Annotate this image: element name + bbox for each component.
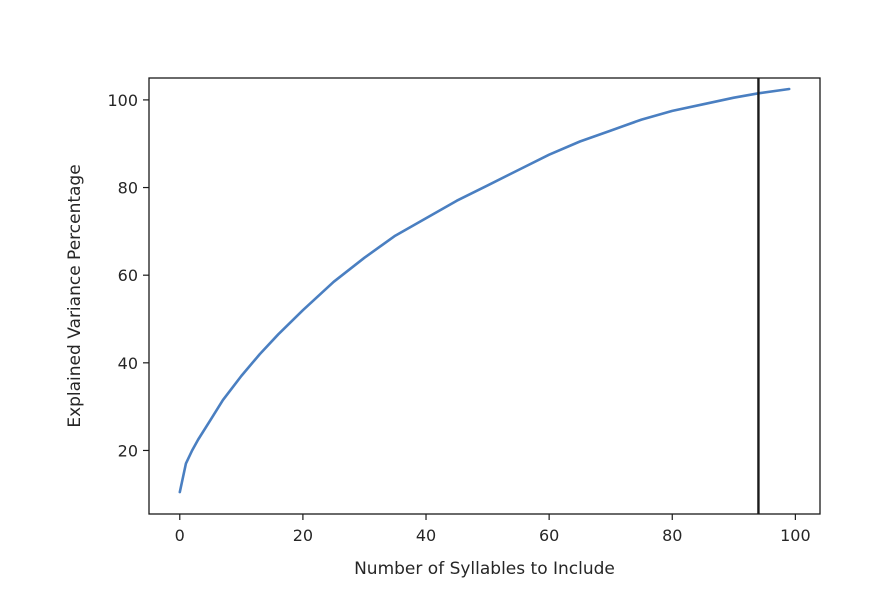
y-tick-label: 100 bbox=[107, 91, 138, 110]
x-axis-label: Number of Syllables to Include bbox=[354, 559, 615, 579]
x-tick-label: 80 bbox=[662, 526, 682, 545]
plot-area: 0 20 40 60 80 100 20 40 60 80 100 bbox=[107, 77, 821, 545]
x-tick-label: 100 bbox=[780, 526, 811, 545]
y-axis-label: Explained Variance Percentage bbox=[65, 164, 85, 427]
x-tick-label: 0 bbox=[175, 526, 185, 545]
y-tick-label: 80 bbox=[118, 179, 138, 198]
y-tick-label: 60 bbox=[118, 266, 138, 285]
x-tick-label: 40 bbox=[416, 526, 436, 545]
series-line-0 bbox=[178, 87, 791, 494]
axes-frame bbox=[148, 77, 821, 515]
x-tick-label: 60 bbox=[539, 526, 559, 545]
x-tick-label: 20 bbox=[293, 526, 313, 545]
y-tick-label: 40 bbox=[118, 354, 138, 373]
y-tick-label: 20 bbox=[118, 441, 138, 460]
